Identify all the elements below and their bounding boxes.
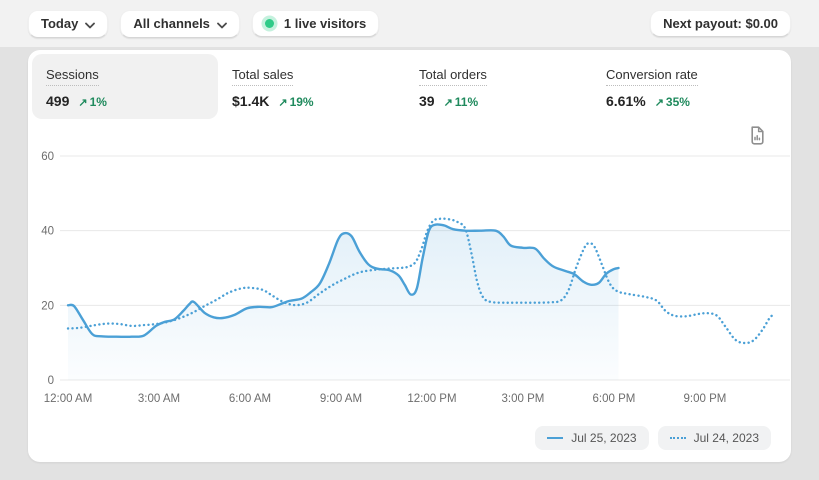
channel-filter-label: All channels xyxy=(133,16,210,31)
y-axis-label: 20 xyxy=(41,300,54,312)
trend-up-arrow-icon: ↗ xyxy=(654,97,664,109)
top-toolbar: Today All channels 1 live visitors Next … xyxy=(0,0,819,47)
live-visitors-badge[interactable]: 1 live visitors xyxy=(251,10,380,37)
y-axis-label: 0 xyxy=(48,375,54,387)
date-range-dropdown[interactable]: Today xyxy=(28,9,109,38)
dotted-line-swatch-icon xyxy=(669,437,686,439)
report-file-icon xyxy=(749,126,765,150)
live-indicator-dot-icon xyxy=(264,19,274,28)
legend-item-jul-25: Jul 25, 2023 xyxy=(535,426,649,450)
sessions-chart-area[interactable]: 0 20 40 60 12:00 AM 3:00 AM 6:00 AM 9:00 AM 12:0… xyxy=(28,146,791,418)
analytics-card: Sessions 499 ↗ 1% Total sales $1.4K ↗ 19… xyxy=(28,50,791,462)
next-payout-label: Next payout: $0.00 xyxy=(663,16,778,31)
area-fill xyxy=(68,224,619,380)
export-report-button[interactable] xyxy=(745,126,769,150)
metric-value: 6.61% xyxy=(606,93,646,109)
metric-delta-value: 19% xyxy=(289,95,314,109)
x-axis-label: 12:00 PM xyxy=(407,393,456,405)
solid-line-swatch-icon xyxy=(547,437,564,439)
metric-delta: ↗ 1% xyxy=(78,95,107,109)
chevron-down-icon xyxy=(85,17,96,32)
metric-value: $1.4K xyxy=(232,93,270,109)
metric-delta-value: 11% xyxy=(454,95,479,109)
y-axis-label: 60 xyxy=(41,151,54,163)
metrics-tabs: Sessions 499 ↗ 1% Total sales $1.4K ↗ 19… xyxy=(28,50,791,119)
metric-delta-value: 1% xyxy=(89,95,107,109)
legend-item-jul-24: Jul 24, 2023 xyxy=(657,426,771,450)
metric-value: 499 xyxy=(46,93,70,109)
metric-delta: ↗ 11% xyxy=(444,95,479,109)
metric-delta: ↗ 19% xyxy=(278,95,313,109)
metric-label: Total orders xyxy=(419,67,487,86)
metric-label: Total sales xyxy=(232,67,294,86)
metric-value: 39 xyxy=(419,93,435,109)
x-axis-label: 6:00 PM xyxy=(593,393,636,405)
legend-label: Jul 25, 2023 xyxy=(571,431,637,445)
channel-filter-dropdown[interactable]: All channels xyxy=(120,9,240,38)
next-payout-button[interactable]: Next payout: $0.00 xyxy=(650,10,791,37)
chevron-down-icon xyxy=(217,17,227,32)
y-axis-label: 40 xyxy=(41,226,54,238)
x-axis-label: 12:00 AM xyxy=(44,393,93,405)
legend-label: Jul 24, 2023 xyxy=(693,431,759,445)
series-line-solid xyxy=(66,223,620,339)
metric-tab-sessions[interactable]: Sessions 499 ↗ 1% xyxy=(32,54,218,119)
x-axis-label: 3:00 AM xyxy=(138,393,180,405)
trend-up-arrow-icon: ↗ xyxy=(78,97,88,109)
metric-label: Conversion rate xyxy=(606,67,698,86)
trend-up-arrow-icon: ↗ xyxy=(278,97,288,109)
series-line-dotted xyxy=(66,217,776,345)
metric-label: Sessions xyxy=(46,67,99,86)
metric-tab-total-sales[interactable]: Total sales $1.4K ↗ 19% xyxy=(218,54,405,119)
x-axis-label: 9:00 AM xyxy=(320,393,362,405)
x-axis-label: 3:00 PM xyxy=(502,393,545,405)
metric-delta-value: 35% xyxy=(665,95,690,109)
metric-tab-conversion-rate[interactable]: Conversion rate 6.61% ↗ 35% xyxy=(592,54,779,119)
x-axis-label: 9:00 PM xyxy=(684,393,727,405)
sessions-chart: 0 20 40 60 12:00 AM 3:00 AM 6:00 AM 9:00 AM 12:0… xyxy=(41,151,790,405)
x-axis-label: 6:00 AM xyxy=(229,393,271,405)
trend-up-arrow-icon: ↗ xyxy=(443,97,453,109)
metric-tab-total-orders[interactable]: Total orders 39 ↗ 11% xyxy=(405,54,592,119)
chart-legend: Jul 25, 2023 Jul 24, 2023 xyxy=(535,426,771,450)
toolbar-filters: Today All channels 1 live visitors xyxy=(28,9,380,38)
live-visitors-label: 1 live visitors xyxy=(283,16,367,31)
metric-delta: ↗ 35% xyxy=(655,95,690,109)
date-range-label: Today xyxy=(41,16,79,31)
